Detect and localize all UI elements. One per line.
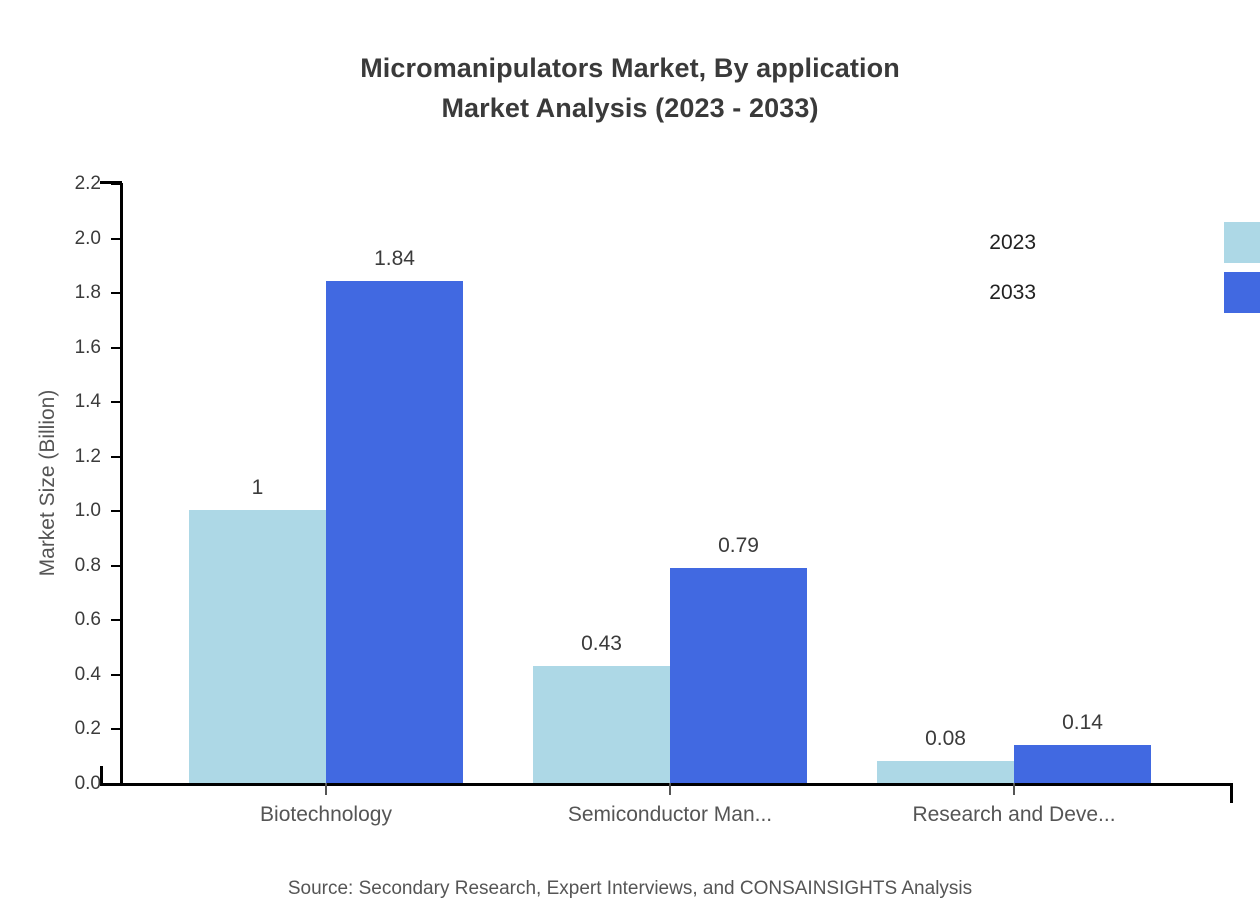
x-axis-category-label: Semiconductor Man...	[567, 803, 773, 826]
bar-2023-0[interactable]	[189, 510, 326, 783]
y-axis-tick-label: 0.8	[74, 554, 101, 576]
y-axis-top-cap	[100, 181, 122, 184]
y-axis-tick-label: 1.0	[74, 500, 101, 522]
x-axis-right-cap	[1230, 783, 1233, 803]
x-axis-tick	[669, 783, 671, 795]
y-axis-tick-label: 2.0	[74, 227, 101, 249]
y-axis-tick: 0.2	[75, 718, 122, 739]
y-axis-tick: 1.2	[75, 446, 122, 467]
x-axis-left-cap	[100, 766, 103, 786]
bar-value-label: 0.79	[718, 533, 759, 557]
bar-2023-2[interactable]	[877, 761, 1014, 783]
bar-value-label: 1.84	[374, 247, 415, 271]
y-axis-tick-label: 1.4	[74, 391, 101, 413]
y-axis-tick: 0.4	[75, 664, 122, 685]
y-axis-tick-label: 1.2	[74, 445, 101, 467]
legend-swatch	[1224, 222, 1260, 263]
bar-value-label: 0.43	[581, 631, 622, 655]
y-axis-tick: 2.0	[75, 228, 122, 249]
legend-label: 2023	[989, 231, 1036, 254]
x-axis-tick	[1013, 783, 1015, 795]
y-axis-tick: 1.8	[75, 282, 122, 303]
x-axis-spine	[100, 783, 1233, 786]
plot-area: 0.0 0.2 0.4 0.6 0.8 1.0 1.2 1.4 1.6 1.8 2.0 2.2 1 1.…	[75, 173, 1233, 826]
bar-value-label: 0.14	[1062, 710, 1103, 734]
y-axis-tick-label: 1.8	[74, 282, 101, 304]
y-axis-title: Market Size (Billion)	[36, 389, 59, 577]
bar-value-label: 0.08	[925, 727, 966, 751]
bar-2023-1[interactable]	[533, 665, 670, 783]
y-axis-tick: 0.8	[75, 555, 122, 576]
y-axis-tick: 1.6	[75, 337, 122, 358]
y-axis-spine	[120, 183, 123, 783]
y-axis-tick: 2.2	[75, 173, 122, 194]
y-axis-tick-label: 0.4	[74, 663, 101, 685]
y-axis-tick: 1.0	[75, 500, 122, 521]
y-axis-tick-label: 0.6	[74, 609, 101, 631]
x-axis-category-label: Research and Deve...	[912, 803, 1116, 826]
y-axis-tick-label: 1.6	[74, 336, 101, 358]
bar-2033-1[interactable]	[670, 567, 807, 783]
y-axis-tick-label: 2.2	[74, 173, 101, 194]
bar-value-label: 1	[251, 476, 264, 500]
chart-title: Micromanipulators Market, By application…	[0, 48, 1260, 128]
bar-2033-0[interactable]	[326, 281, 463, 783]
source-note: Source: Secondary Research, Expert Inter…	[287, 878, 973, 899]
bar-2033-2[interactable]	[1014, 744, 1151, 783]
chart-title-line-2: Market Analysis (2023 - 2033)	[441, 93, 819, 123]
chart-title-line-1: Micromanipulators Market, By application	[360, 53, 900, 83]
y-axis-tick-label: 0.2	[74, 718, 101, 740]
x-axis-tick	[325, 783, 327, 795]
y-axis-tick: 1.4	[75, 391, 122, 412]
y-axis-tick: 0.6	[75, 609, 122, 630]
x-axis-category-label: Biotechnology	[260, 803, 392, 826]
legend-label: 2033	[989, 281, 1036, 304]
y-axis-tick: 0.0	[75, 773, 122, 794]
y-axis-tick-label: 0.0	[74, 773, 101, 794]
legend-swatch	[1224, 272, 1260, 313]
